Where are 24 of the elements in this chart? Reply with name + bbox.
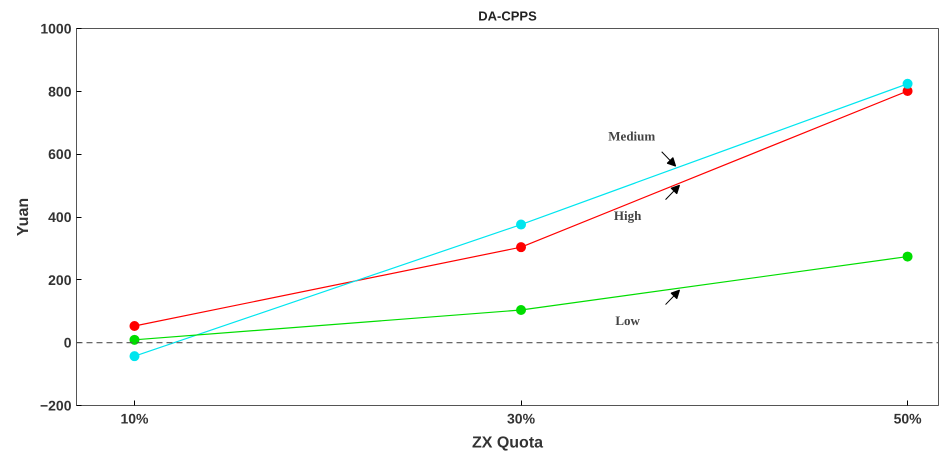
y-tick-label: 200 bbox=[48, 272, 72, 288]
point bbox=[516, 220, 526, 230]
x-axis-title: ZX Quota bbox=[472, 434, 544, 452]
text: Medium bbox=[608, 128, 656, 144]
y-tick-label: 600 bbox=[48, 146, 72, 162]
y-tick-label: 800 bbox=[48, 83, 72, 100]
point bbox=[902, 78, 913, 89]
y-tick-label: 0 bbox=[64, 334, 72, 351]
x-tick-label: 30% bbox=[507, 410, 536, 426]
series-label: High bbox=[614, 208, 642, 223]
series-label: Low bbox=[615, 312, 641, 328]
point bbox=[516, 305, 526, 315]
point bbox=[129, 351, 140, 362]
point bbox=[129, 321, 140, 332]
x-tick-label: 10% bbox=[120, 410, 150, 426]
point bbox=[516, 242, 526, 252]
chart-title: DA-CPPS bbox=[478, 8, 538, 24]
y-tick-label: 400 bbox=[48, 209, 72, 225]
x-tick-label: 50% bbox=[894, 410, 922, 426]
point bbox=[902, 252, 913, 262]
y-tick-label: −200 bbox=[40, 398, 72, 414]
point bbox=[129, 334, 140, 345]
y-axis-title: Yuan bbox=[14, 198, 32, 236]
y-tick-label: 1000 bbox=[40, 20, 72, 36]
